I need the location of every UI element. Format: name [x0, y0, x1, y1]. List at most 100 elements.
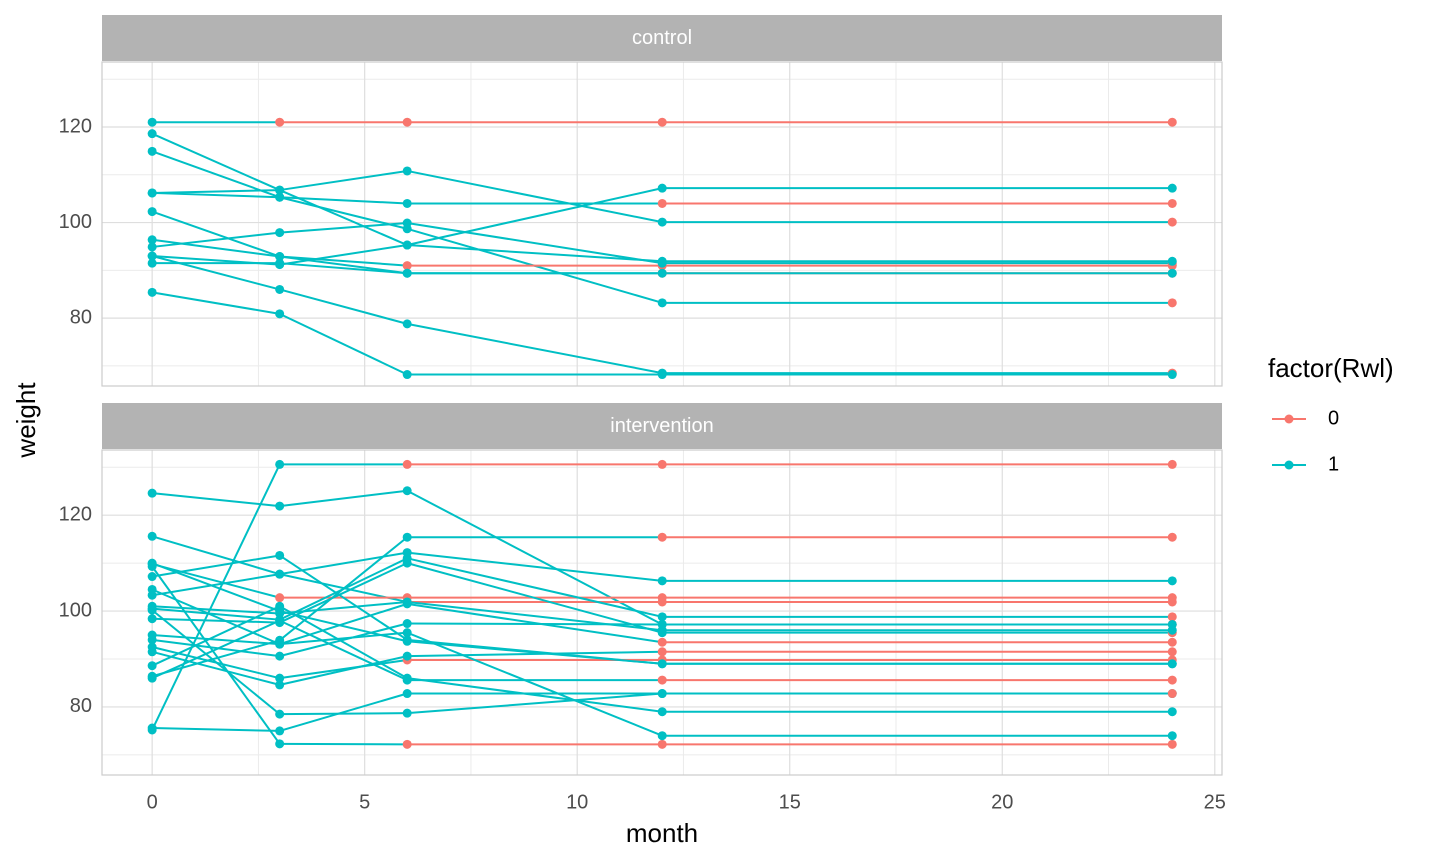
point: [402, 675, 412, 685]
point: [275, 185, 285, 195]
point: [147, 287, 157, 297]
line-segment: [279, 262, 408, 275]
point: [1167, 183, 1177, 193]
point: [657, 532, 667, 542]
line-segment: [279, 692, 408, 732]
point: [657, 217, 667, 227]
point: [1167, 593, 1177, 603]
line-segment: [151, 565, 281, 745]
x-tick-label: 25: [1204, 791, 1226, 813]
line-segment: [279, 622, 408, 658]
point: [147, 723, 157, 733]
point: [275, 709, 285, 719]
x-tick-label: 5: [359, 791, 370, 813]
line-segment: [279, 602, 408, 646]
point: [402, 628, 412, 638]
legend-label: 1: [1328, 453, 1339, 475]
line-segment: [279, 600, 408, 615]
point: [275, 251, 285, 261]
point: [275, 680, 285, 690]
y-tick-label: 100: [59, 599, 92, 621]
line-segment: [407, 551, 663, 582]
point: [147, 251, 157, 261]
point: [657, 707, 667, 717]
point: [147, 117, 157, 127]
legend-key-point: [1284, 460, 1294, 470]
line-segment: [406, 322, 663, 375]
point: [147, 258, 157, 268]
point: [402, 597, 412, 607]
line-segment: [152, 191, 280, 199]
point: [402, 689, 412, 699]
point: [147, 661, 157, 671]
point: [1167, 576, 1177, 586]
line-segment: [151, 619, 281, 680]
x-tick-label: 20: [991, 791, 1013, 813]
point: [275, 459, 285, 469]
line-segment: [279, 631, 408, 646]
line-segment: [407, 640, 663, 665]
point: [402, 739, 412, 749]
line-segment: [406, 562, 663, 634]
line-segment: [151, 588, 281, 646]
point: [1167, 532, 1177, 542]
point: [657, 739, 667, 749]
line-segment: [407, 622, 663, 626]
point: [657, 659, 667, 669]
point: [657, 370, 667, 380]
line-segment: [407, 244, 663, 263]
point: [275, 726, 285, 736]
line-segment: [151, 650, 280, 686]
point: [147, 207, 157, 217]
point: [657, 298, 667, 308]
point: [147, 572, 157, 582]
point: [275, 284, 285, 294]
point: [657, 625, 667, 635]
line-segment: [407, 600, 663, 632]
legend-key-point: [1284, 414, 1294, 424]
line-segment: [152, 607, 280, 621]
line-segment: [279, 619, 408, 681]
point: [402, 486, 412, 496]
legend-label: 0: [1328, 407, 1339, 429]
point: [275, 616, 285, 626]
point: [1167, 459, 1177, 469]
point: [147, 673, 157, 683]
point: [1167, 117, 1177, 127]
x-tick-label: 15: [779, 791, 801, 813]
point: [402, 319, 412, 329]
point: [147, 558, 157, 568]
line-segment: [407, 677, 663, 713]
point: [1167, 689, 1177, 699]
point: [657, 183, 667, 193]
point: [275, 593, 285, 603]
legend-title: factor(Rwl): [1268, 353, 1394, 383]
line-segment: [151, 639, 280, 678]
point: [657, 256, 667, 266]
point: [147, 635, 157, 645]
point: [1167, 739, 1177, 749]
point: [147, 601, 157, 611]
point: [1167, 256, 1177, 266]
point: [275, 639, 285, 649]
line-segment: [152, 638, 280, 658]
line-segment: [279, 196, 408, 230]
point: [275, 117, 285, 127]
point: [1167, 659, 1177, 669]
point: [147, 129, 157, 139]
point: [402, 708, 412, 718]
point: [147, 242, 157, 252]
point: [402, 261, 412, 271]
line-segment: [151, 609, 281, 715]
line-segment: [279, 255, 408, 267]
point: [657, 612, 667, 622]
point: [275, 192, 285, 202]
line-segment: [151, 255, 280, 291]
y-tick-label: 120: [59, 503, 92, 525]
line-segment: [407, 692, 663, 715]
point: [402, 268, 412, 278]
point: [402, 651, 412, 661]
x-axis-title: month: [626, 818, 698, 848]
point: [1167, 625, 1177, 635]
